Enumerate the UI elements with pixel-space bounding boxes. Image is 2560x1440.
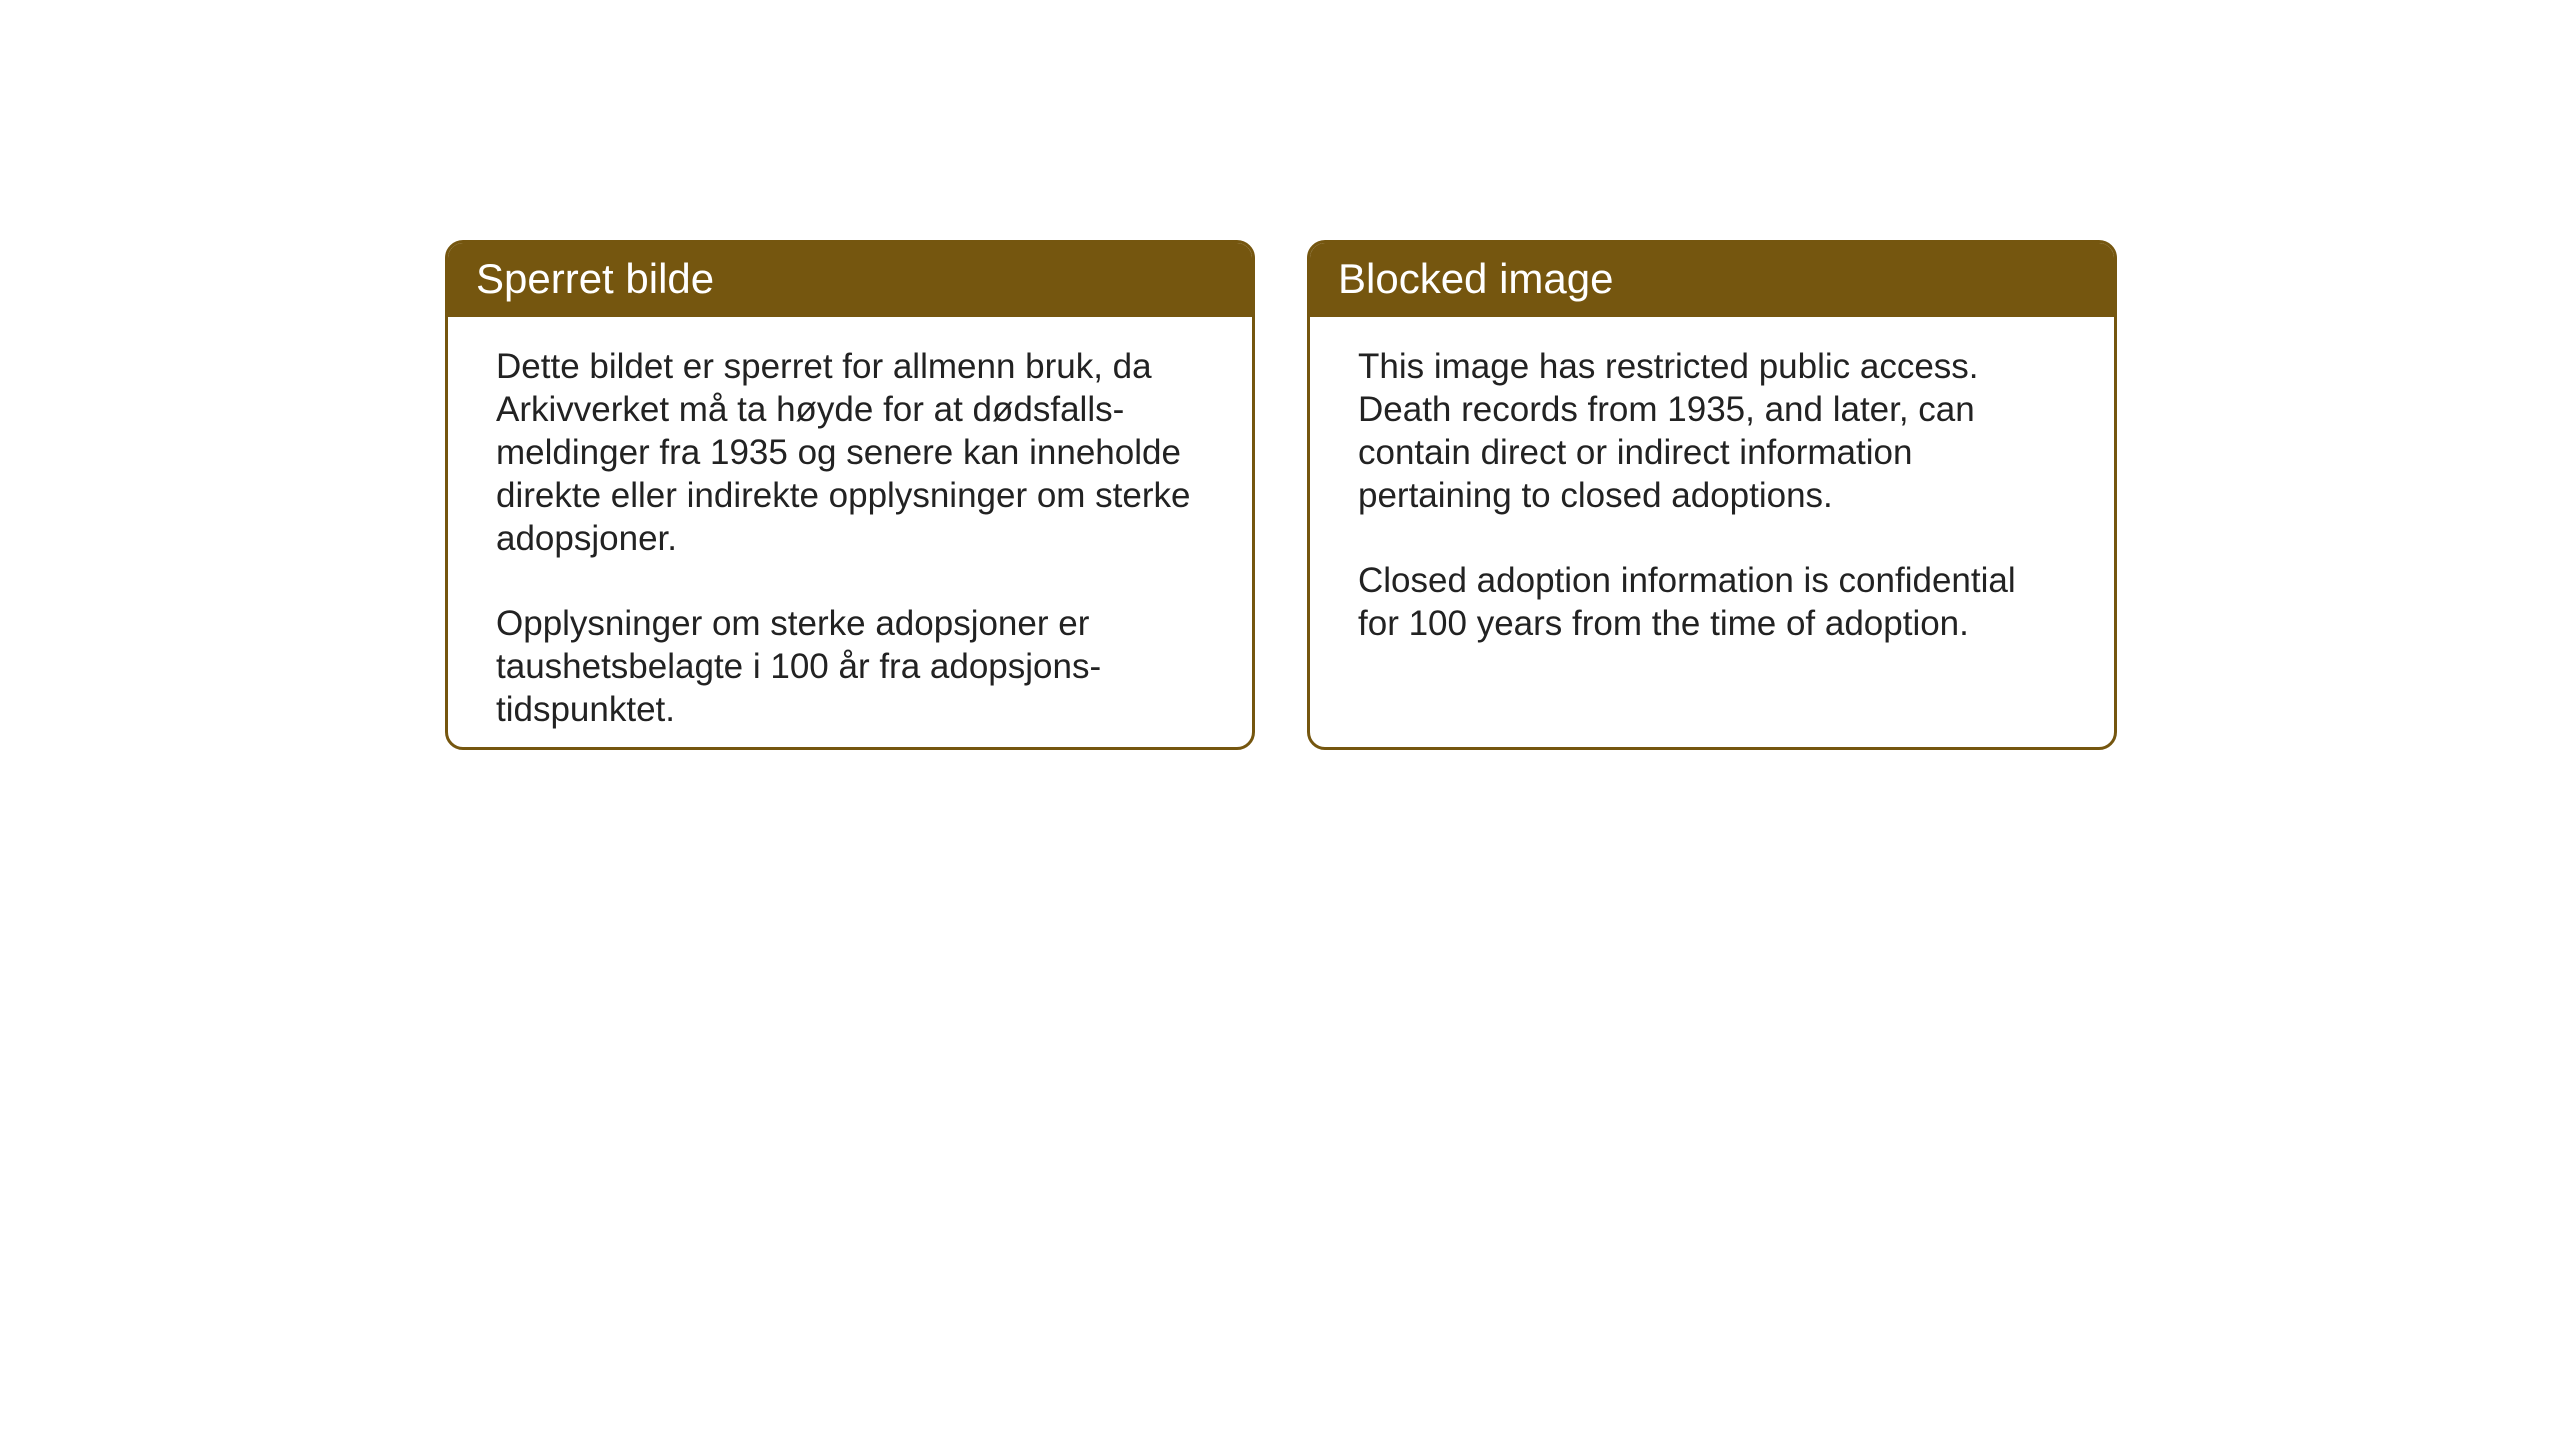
notice-container: Sperret bilde Dette bildet er sperret fo…	[445, 240, 2117, 750]
norwegian-card-body: Dette bildet er sperret for allmenn bruk…	[448, 317, 1252, 750]
english-card-title: Blocked image	[1310, 243, 2114, 317]
norwegian-paragraph-1: Dette bildet er sperret for allmenn bruk…	[496, 345, 1204, 560]
english-paragraph-1: This image has restricted public access.…	[1358, 345, 2066, 517]
english-paragraph-2: Closed adoption information is confident…	[1358, 559, 2066, 645]
norwegian-paragraph-2: Opplysninger om sterke adopsjoner er tau…	[496, 602, 1204, 731]
norwegian-notice-card: Sperret bilde Dette bildet er sperret fo…	[445, 240, 1255, 750]
english-notice-card: Blocked image This image has restricted …	[1307, 240, 2117, 750]
english-card-body: This image has restricted public access.…	[1310, 317, 2114, 685]
norwegian-card-title: Sperret bilde	[448, 243, 1252, 317]
